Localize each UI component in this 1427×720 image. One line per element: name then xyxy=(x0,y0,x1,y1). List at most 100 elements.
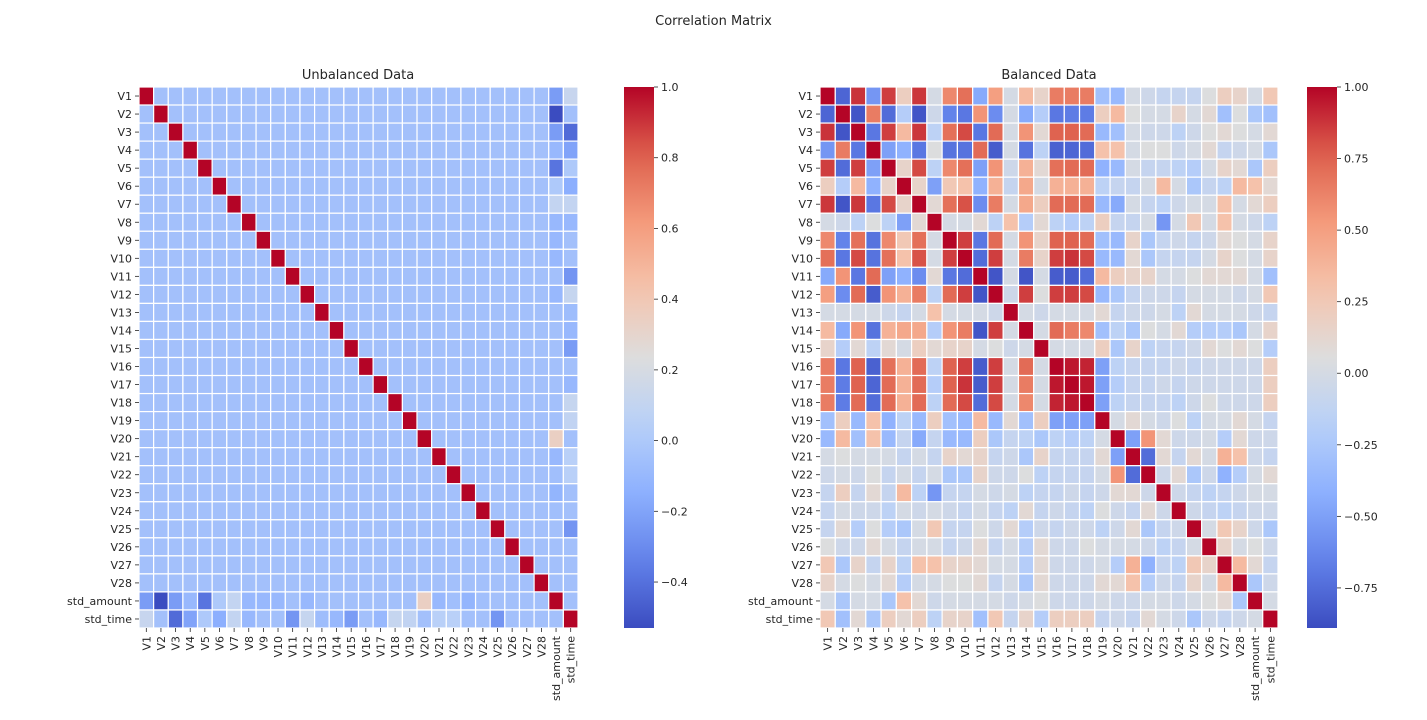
heatmap-cell xyxy=(941,411,959,431)
heatmap-cell xyxy=(533,248,550,268)
heatmap-cell xyxy=(1109,284,1126,304)
heatmap-cell xyxy=(226,519,243,539)
heatmap-cell xyxy=(1155,158,1172,178)
heatmap-cell xyxy=(819,194,836,214)
heatmap-cell xyxy=(1017,284,1035,304)
heatmap-cell xyxy=(431,573,447,593)
heatmap-cell xyxy=(240,356,257,377)
heatmap-cell xyxy=(1155,411,1172,431)
heatmap-cell xyxy=(941,374,959,395)
x-tick-label: V27 xyxy=(521,636,534,658)
heatmap-cell xyxy=(1262,320,1279,341)
heatmap-cell xyxy=(1262,591,1279,611)
heatmap-cell xyxy=(548,447,564,467)
heatmap-cell xyxy=(1139,302,1157,323)
heatmap-cell xyxy=(357,591,374,611)
heatmap-cell xyxy=(1109,465,1126,485)
heatmap-cell xyxy=(182,555,199,575)
heatmap-cell xyxy=(1048,465,1065,485)
heatmap-cell xyxy=(314,555,330,575)
heatmap-cell xyxy=(314,537,330,557)
heatmap-cell xyxy=(880,86,897,106)
heatmap-cell xyxy=(941,248,959,268)
heatmap-cell xyxy=(1185,266,1203,286)
heatmap-cell xyxy=(1002,194,1020,214)
heatmap-cell xyxy=(1139,212,1157,232)
heatmap-cell xyxy=(895,429,913,449)
heatmap-cell xyxy=(849,374,867,395)
heatmap-cell xyxy=(270,140,286,160)
heatmap-cell xyxy=(533,374,550,395)
heatmap-cell xyxy=(255,501,272,521)
heatmap-cell xyxy=(474,392,491,413)
heatmap-cell xyxy=(226,230,243,250)
heatmap-cell xyxy=(1124,158,1142,178)
heatmap-cell xyxy=(1109,483,1126,503)
heatmap-cell xyxy=(401,302,418,323)
heatmap-cell xyxy=(1002,104,1020,124)
heatmap-cell xyxy=(343,338,360,359)
heatmap-cell xyxy=(387,158,403,178)
heatmap-cell xyxy=(972,302,989,323)
heatmap-cell xyxy=(819,465,836,485)
heatmap-cell xyxy=(1002,140,1020,160)
heatmap-cell xyxy=(328,248,345,268)
y-tick-label: V7 xyxy=(117,198,132,211)
heatmap-cell xyxy=(895,248,913,268)
heatmap-cell xyxy=(211,338,228,359)
heatmap-cell xyxy=(372,519,389,539)
heatmap-cell xyxy=(372,122,389,142)
heatmap-cell xyxy=(1246,266,1264,286)
heatmap-cell xyxy=(489,122,506,142)
y-tick-label: std_time xyxy=(85,613,133,626)
heatmap-cell xyxy=(1231,86,1249,106)
heatmap-cell xyxy=(1033,465,1050,485)
heatmap-cell xyxy=(926,609,943,629)
heatmap-cell xyxy=(153,573,169,593)
heatmap-cell xyxy=(1002,248,1020,268)
heatmap-cell xyxy=(153,374,169,395)
heatmap-cell xyxy=(401,519,418,539)
heatmap-cell xyxy=(1124,392,1142,413)
heatmap-cell xyxy=(1262,447,1279,467)
heatmap-cell xyxy=(1078,609,1096,629)
heatmap-cell xyxy=(504,338,521,359)
heatmap-cell xyxy=(489,591,506,611)
heatmap-cell xyxy=(1201,338,1218,359)
heatmap-cell xyxy=(357,230,374,250)
heatmap-cell xyxy=(314,338,330,359)
heatmap-cell xyxy=(240,501,257,521)
heatmap-cell xyxy=(372,447,389,467)
heatmap-cell xyxy=(372,411,389,431)
heatmap-cell xyxy=(299,356,316,377)
heatmap-cell xyxy=(956,609,974,629)
heatmap-cell xyxy=(1185,609,1203,629)
heatmap-cell xyxy=(548,122,564,142)
heatmap-cell xyxy=(1048,194,1065,214)
heatmap-cell xyxy=(445,519,462,539)
heatmap-cell xyxy=(328,86,345,106)
heatmap-cell xyxy=(401,194,418,214)
heatmap-cell xyxy=(1048,411,1065,431)
heatmap-cell xyxy=(533,429,550,449)
heatmap-cell xyxy=(182,429,199,449)
heatmap-cell xyxy=(1048,374,1065,395)
heatmap-cell xyxy=(849,176,867,196)
heatmap-cell xyxy=(416,429,433,449)
heatmap-cell xyxy=(1094,338,1111,359)
heatmap-cell xyxy=(196,158,213,178)
heatmap-cell xyxy=(1078,104,1096,124)
heatmap-cell xyxy=(372,104,389,124)
heatmap-cell xyxy=(548,86,564,106)
heatmap-cell xyxy=(834,374,852,395)
heatmap-cell xyxy=(460,176,477,196)
heatmap-cell xyxy=(880,230,897,250)
heatmap-cell xyxy=(1262,429,1279,449)
y-tick-label: std_amount xyxy=(748,595,814,608)
heatmap-cell xyxy=(1094,230,1111,250)
heatmap-cell xyxy=(1262,573,1279,593)
heatmap-cell xyxy=(910,140,928,160)
heatmap-cell xyxy=(1201,158,1218,178)
x-tick-label: V26 xyxy=(1203,636,1216,658)
heatmap-cell xyxy=(1155,320,1172,341)
